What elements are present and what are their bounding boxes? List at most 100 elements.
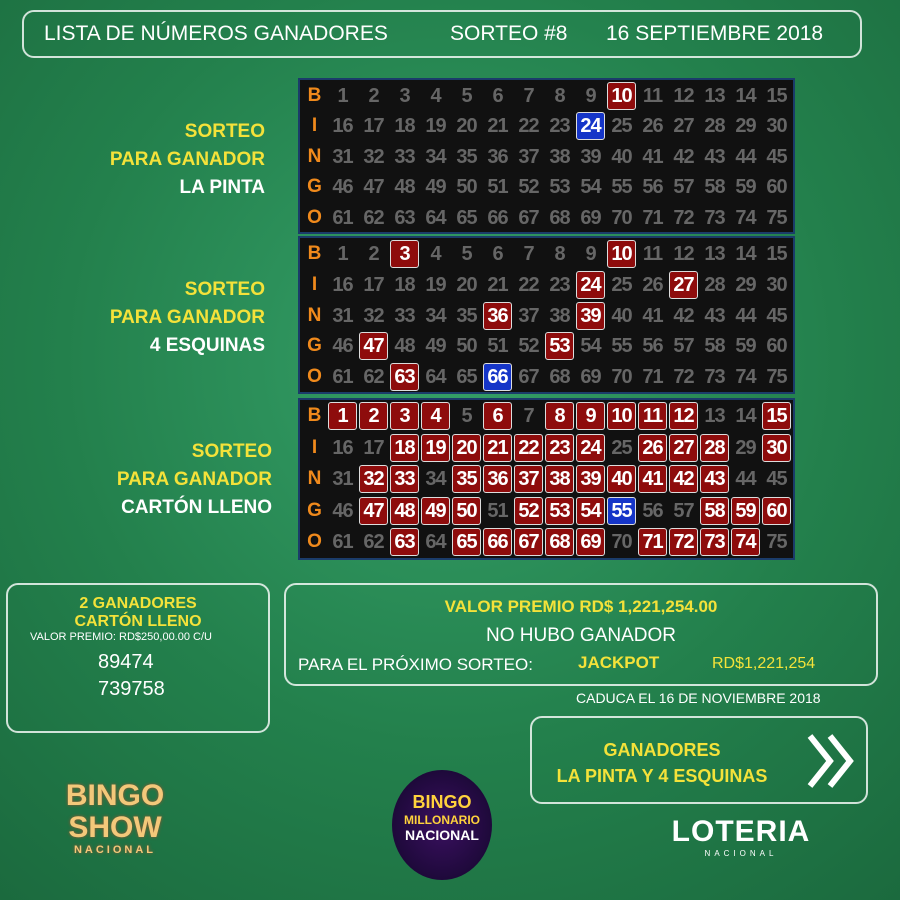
bingo-number: 72: [673, 366, 694, 389]
bingo-number: 37: [518, 145, 539, 168]
bingo-number: 30: [766, 273, 787, 296]
bingo-number: 75: [766, 366, 787, 389]
bingo-number: 66: [483, 528, 512, 557]
bingo-number: 10: [607, 82, 636, 110]
next-label: PARA EL PRÓXIMO SORTEO:: [298, 655, 533, 674]
logo-text: BINGO: [412, 792, 472, 812]
bingo-number: 57: [673, 176, 694, 199]
bingo-number: 30: [766, 115, 787, 138]
logo-text: SHOW: [68, 811, 162, 844]
bingo-number: 72: [673, 206, 694, 229]
bingo-number: 37: [518, 304, 539, 327]
prize-box: VALOR PREMIO RD$ 1,221,254.00 NO HUBO GA…: [284, 583, 878, 686]
bingo-number: 55: [611, 176, 632, 199]
bingo-number: 47: [363, 176, 384, 199]
bingo-number: 26: [642, 273, 663, 296]
bingo-number: 60: [766, 176, 787, 199]
bingo-number: 19: [421, 433, 450, 462]
bingo-number: 16: [332, 273, 353, 296]
logo-text: NACIONAL: [405, 827, 479, 843]
bingo-board: B 1 2 3 4 5 6 7 8 9 10 11 12 13 14 15 I 16 17 18 19 20 21 22 23 2…: [298, 236, 795, 394]
bingo-letter: B: [307, 85, 322, 106]
board-label: PARA GANADOR: [109, 307, 265, 328]
bingo-number: 75: [766, 531, 787, 554]
bingo-number: 13: [704, 243, 725, 265]
bingo-number: 56: [642, 176, 663, 199]
bingo-number: 40: [607, 465, 636, 494]
bingo-number: 33: [390, 465, 419, 494]
bingo-number: 48: [390, 496, 419, 525]
bingo-number: 59: [735, 176, 756, 199]
bingo-number: 53: [545, 332, 574, 361]
bingo-number: 58: [704, 335, 725, 358]
bingo-number: 44: [735, 304, 756, 327]
board-label: 4 ESQUINAS: [149, 335, 265, 356]
bingo-number: 39: [580, 145, 601, 168]
bingo-number: 40: [611, 304, 632, 327]
bingo-number: 15: [766, 85, 787, 107]
bingo-number: 34: [425, 468, 446, 491]
bingo-number: 19: [425, 115, 446, 138]
bingo-number: 59: [731, 496, 760, 525]
bingo-number: 24: [576, 112, 605, 141]
bingo-letter: B: [307, 243, 322, 264]
bingo-number: 64: [425, 531, 446, 554]
board-label: PARA GANADOR: [109, 149, 265, 170]
bingo-number: 35: [456, 145, 477, 168]
bingo-number: 5: [461, 405, 472, 427]
bingo-number: 8: [554, 85, 565, 107]
logo-millonario: BINGO MILLONARIO NACIONAL: [392, 770, 492, 880]
bingo-number: 53: [549, 176, 570, 199]
bingo-number: 4: [430, 85, 441, 107]
bingo-number: 74: [735, 206, 756, 229]
bingo-number: 9: [576, 402, 605, 430]
bingo-number: 12: [669, 402, 698, 430]
bingo-number: 74: [731, 528, 760, 557]
bingo-letter: N: [307, 304, 322, 326]
bingo-number: 42: [673, 145, 694, 168]
bingo-number: 22: [518, 273, 539, 296]
bingo-number: 45: [766, 304, 787, 327]
bingo-number: 54: [580, 176, 601, 199]
bingo-number: 47: [359, 332, 388, 361]
bingo-number: 54: [576, 496, 605, 525]
bingo-number: 11: [642, 243, 663, 265]
bingo-number: 57: [673, 335, 694, 358]
bingo-number: 12: [673, 85, 694, 107]
winners-link[interactable]: GANADORES LA PINTA Y 4 ESQUINAS: [530, 716, 868, 804]
bingo-number: 5: [461, 243, 472, 265]
bingo-number: 57: [673, 499, 694, 522]
logo-text: NACIONAL: [73, 844, 157, 856]
bingo-number: 52: [518, 176, 539, 199]
bingo-number: 63: [390, 528, 419, 557]
bingo-number: 23: [549, 273, 570, 296]
bingo-number: 14: [735, 243, 756, 265]
bingo-number: 71: [638, 528, 667, 557]
bingo-number: 40: [611, 145, 632, 168]
bingo-number: 13: [704, 405, 725, 427]
bingo-number: 62: [363, 366, 384, 389]
bingo-number: 67: [514, 528, 543, 557]
bingo-number: 41: [638, 465, 667, 494]
bingo-number: 52: [514, 496, 543, 525]
bingo-number: 31: [332, 145, 353, 168]
bingo-number: 25: [611, 273, 632, 296]
bingo-number: 71: [642, 206, 663, 229]
bingo-number: 36: [483, 465, 512, 494]
bingo-number: 3: [399, 85, 410, 107]
bingo-number: 15: [762, 402, 791, 430]
bingo-number: 23: [545, 433, 574, 462]
board-label: SORTEO: [184, 121, 265, 142]
bingo-number: 42: [673, 304, 694, 327]
ticket: 89474: [98, 651, 154, 673]
ticket: 739758: [98, 678, 165, 700]
bingo-number: 25: [611, 436, 632, 459]
bingo-number: 72: [669, 528, 698, 557]
bingo-number: 3: [390, 402, 419, 430]
bingo-number: 31: [332, 304, 353, 327]
bingo-number: 35: [452, 465, 481, 494]
logo-bingo-show: BINGO SHOW NACIONAL: [60, 780, 170, 857]
bingo-number: 16: [332, 436, 353, 459]
bingo-number: 45: [766, 468, 787, 491]
bingo-number: 34: [425, 304, 446, 327]
